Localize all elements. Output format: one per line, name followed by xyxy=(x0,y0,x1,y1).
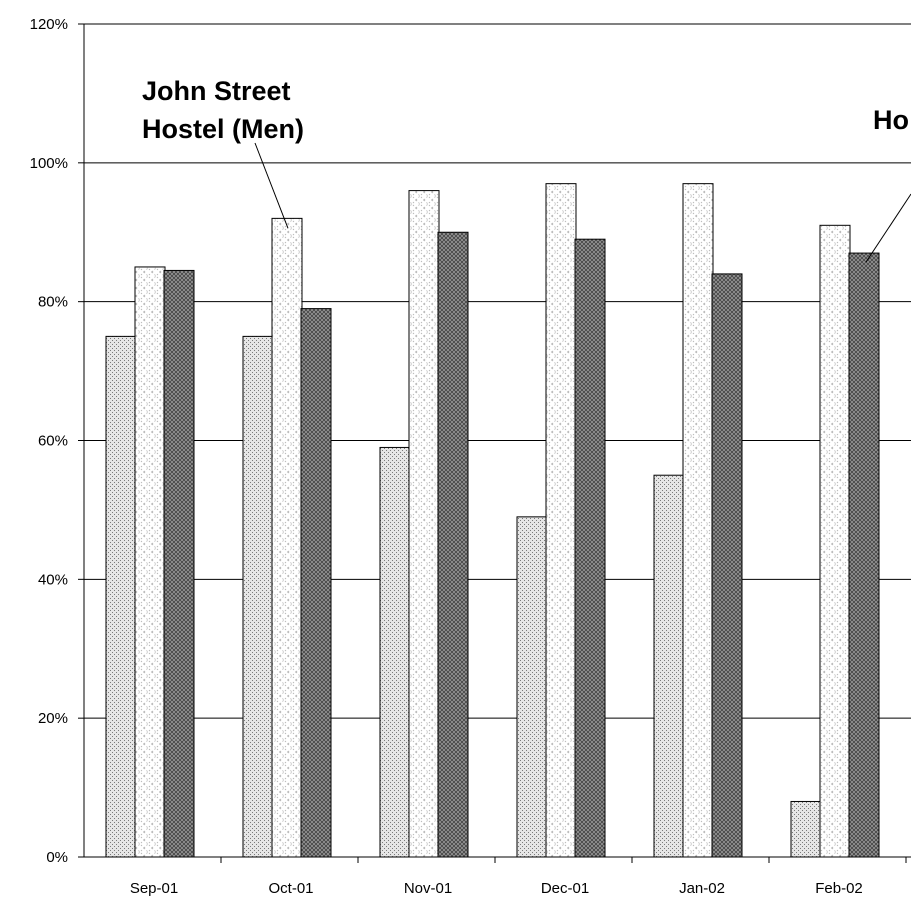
bar-series-2 xyxy=(408,190,440,858)
gridlines xyxy=(84,23,911,719)
annotation-leader-line xyxy=(254,142,289,229)
bar-series-3 xyxy=(711,273,743,858)
x-tick-label: Nov-01 xyxy=(404,880,452,897)
y-tick-label: 80% xyxy=(38,294,68,311)
annotation-text: Hostel (Men) xyxy=(142,114,304,144)
bar-series-2 xyxy=(271,217,303,858)
x-tick-label: Oct-01 xyxy=(268,880,313,897)
bar-series-1 xyxy=(379,446,411,858)
y-tick-label: 40% xyxy=(38,571,68,588)
x-tick-label: Dec-01 xyxy=(541,880,589,897)
x-tick-label: Sep-01 xyxy=(130,880,178,897)
x-tick-label: Feb-02 xyxy=(815,880,863,897)
y-tick-label: 120% xyxy=(30,16,68,33)
y-tick-label: 100% xyxy=(30,155,68,172)
bar-series-1 xyxy=(653,474,685,858)
annotation-leader-line xyxy=(865,193,911,263)
bar-series-2 xyxy=(545,183,577,858)
bar-series-1 xyxy=(790,800,822,858)
bar-series-1 xyxy=(242,335,274,858)
tick-labels: 0% 20% 40% 60% 80% 100% 120% Sep-01 Oct-01 Nov-01… xyxy=(30,16,863,897)
axes xyxy=(78,23,911,863)
bars xyxy=(105,183,880,858)
bar-series-3 xyxy=(437,231,469,858)
annotation-text: Ho xyxy=(873,105,909,135)
x-tick-label: Jan-02 xyxy=(679,880,725,897)
y-tick-label: 20% xyxy=(38,710,68,727)
bar-series-3 xyxy=(574,238,606,858)
annotations: John Street Hostel (Men) Ho xyxy=(142,76,911,263)
y-tick-label: 0% xyxy=(46,849,68,866)
bar-series-2 xyxy=(819,224,851,858)
bar-series-3 xyxy=(848,252,880,858)
bar-series-3 xyxy=(163,269,195,858)
y-tick-label: 60% xyxy=(38,433,68,450)
annotation-text: John Street xyxy=(142,76,291,106)
bar-series-1 xyxy=(105,335,137,858)
bar-series-1 xyxy=(516,516,548,858)
bar-series-2 xyxy=(682,183,714,858)
bar-series-2 xyxy=(134,266,166,858)
bar-series-3 xyxy=(300,308,332,858)
